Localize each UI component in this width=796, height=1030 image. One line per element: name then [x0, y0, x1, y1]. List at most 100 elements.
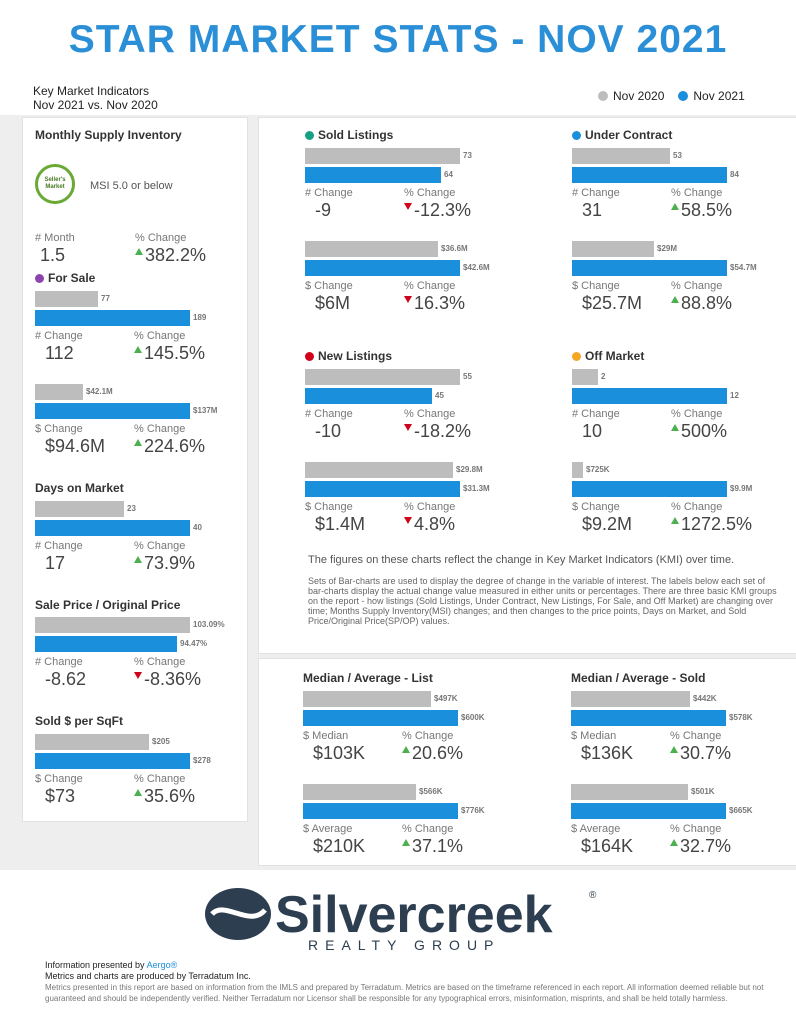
section-title: Days on Market — [35, 481, 124, 495]
bar-curr-label: $137M — [193, 406, 218, 415]
change-value-b-text: 37.1% — [412, 836, 464, 856]
section-dot-icon — [35, 273, 44, 283]
bar-prev — [35, 501, 124, 517]
bar-curr — [572, 260, 727, 276]
bar-prev-label: 73 — [463, 151, 472, 160]
page-title: STAR MARKET STATS - NOV 2021 — [68, 18, 728, 61]
bar-curr-label: 94.47% — [180, 639, 208, 648]
change-label-b: % Change — [670, 823, 722, 835]
logo-graphic: Silvercreek ® REALTY GROUP — [205, 886, 597, 953]
change-value-b: 224.6% — [134, 436, 205, 457]
bar-prev-label: $205 — [152, 737, 170, 746]
change-value-b-text: -12.3% — [414, 200, 472, 220]
change-value-a: $9.2M — [582, 514, 633, 534]
bar-curr — [572, 388, 727, 404]
bar-curr — [305, 388, 432, 404]
section-title: Median / Average - List — [303, 671, 433, 685]
change-value-a: $103K — [313, 743, 366, 763]
section-title-text: Sold $ per SqFt — [35, 714, 124, 728]
change-value-a: 17 — [45, 553, 66, 573]
change-value-b: 30.7% — [670, 743, 731, 764]
bar-prev — [305, 241, 438, 257]
bar-prev-label: $42.1M — [86, 387, 113, 396]
msi-change-value: 382.2% — [135, 245, 206, 266]
bar-prev-label: $501K — [691, 787, 715, 796]
up-arrow-icon — [134, 789, 142, 796]
header-line2: Nov 2021 vs. Nov 2020 — [33, 98, 158, 112]
msi-title: Monthly Supply Inventory — [35, 128, 182, 142]
legend-prev-label: Nov 2020 — [613, 89, 665, 103]
up-arrow-icon — [671, 424, 679, 431]
footer-produced: Metrics and charts are produced by Terra… — [45, 971, 251, 981]
change-value-a: $164K — [581, 836, 634, 856]
notes-headline: The figures on these charts reflect the … — [308, 554, 735, 566]
aergo-link[interactable]: Aergo® — [146, 960, 178, 970]
change-value-b-text: -18.2% — [414, 421, 472, 441]
section-title: Off Market — [572, 349, 644, 363]
change-label-a: $ Average — [303, 823, 353, 835]
logo-registered: ® — [589, 890, 597, 901]
bar-curr-label: 189 — [193, 313, 207, 322]
change-value-a: $210K — [313, 836, 366, 856]
bar-curr-label: $600K — [461, 713, 485, 722]
change-label-b: % Change — [671, 280, 723, 292]
change-label-b: % Change — [404, 501, 456, 513]
bar-curr-label: $776K — [461, 806, 485, 815]
change-value-b-text: 145.5% — [144, 343, 206, 363]
change-label-a: # Change — [305, 408, 353, 420]
bar-curr — [571, 803, 726, 819]
header-line1: Key Market Indicators — [33, 84, 150, 98]
bar-prev — [572, 369, 598, 385]
bar-prev-label: 23 — [127, 504, 136, 513]
bar-prev — [35, 291, 98, 307]
bar-curr — [35, 636, 177, 652]
legend-curr-label: Nov 2021 — [693, 89, 745, 103]
up-arrow-icon — [135, 248, 143, 255]
bar-prev — [303, 691, 431, 707]
section-title-text: Days on Market — [35, 481, 124, 495]
change-value-b: 32.7% — [670, 836, 731, 857]
logo-sub: REALTY GROUP — [308, 937, 500, 953]
legend: Nov 2020 Nov 2021 — [598, 89, 745, 103]
change-value-a: $6M — [315, 293, 351, 313]
change-label-a: # Change — [572, 187, 620, 199]
section-title-text: New Listings — [318, 349, 393, 363]
change-value-a: 112 — [45, 343, 74, 363]
section-dot-icon — [572, 351, 581, 361]
section-title-text: Sold Listings — [318, 128, 394, 142]
change-value-a: $73 — [45, 786, 76, 806]
footer-disclaimer: Metrics presented in this report are bas… — [45, 983, 764, 1003]
bar-curr — [35, 520, 190, 536]
change-label-a: # Change — [35, 656, 83, 668]
bar-curr-label: $31.3M — [463, 484, 490, 493]
msi-change-label: % Change — [135, 232, 187, 244]
bar-prev — [572, 241, 654, 257]
bar-curr-label: $665K — [729, 806, 753, 815]
footer-presented: Information presented by Aergo® — [45, 960, 178, 970]
change-label-b: % Change — [404, 408, 456, 420]
change-value-b: 16.3% — [404, 293, 465, 314]
change-value-b: 1272.5% — [671, 514, 752, 535]
bar-curr-label: $578K — [729, 713, 753, 722]
header-subtitle: Key Market Indicators Nov 2021 vs. Nov 2… — [33, 84, 158, 112]
section-title: Sold $ per SqFt — [35, 714, 123, 728]
bar-prev — [35, 384, 83, 400]
bar-prev — [35, 734, 149, 750]
silvercreek-logo: Silvercreek ® REALTY GROUP — [0, 884, 796, 954]
section-title-text: For Sale — [48, 271, 96, 285]
change-value-b: 500% — [671, 421, 727, 442]
bar-curr — [305, 167, 441, 183]
logo-swoosh-icon — [210, 907, 267, 919]
bar-prev-label: $566K — [419, 787, 443, 796]
bar-prev — [303, 784, 416, 800]
down-arrow-icon — [404, 203, 412, 210]
change-value-b: 73.9% — [134, 553, 195, 574]
bar-curr — [303, 710, 458, 726]
section-dot-icon — [305, 351, 314, 361]
left-panel — [22, 117, 248, 822]
bar-prev — [571, 691, 690, 707]
change-label-a: # Change — [572, 408, 620, 420]
change-label-b: % Change — [671, 408, 723, 420]
bar-prev — [305, 148, 460, 164]
change-label-b: % Change — [134, 656, 186, 668]
